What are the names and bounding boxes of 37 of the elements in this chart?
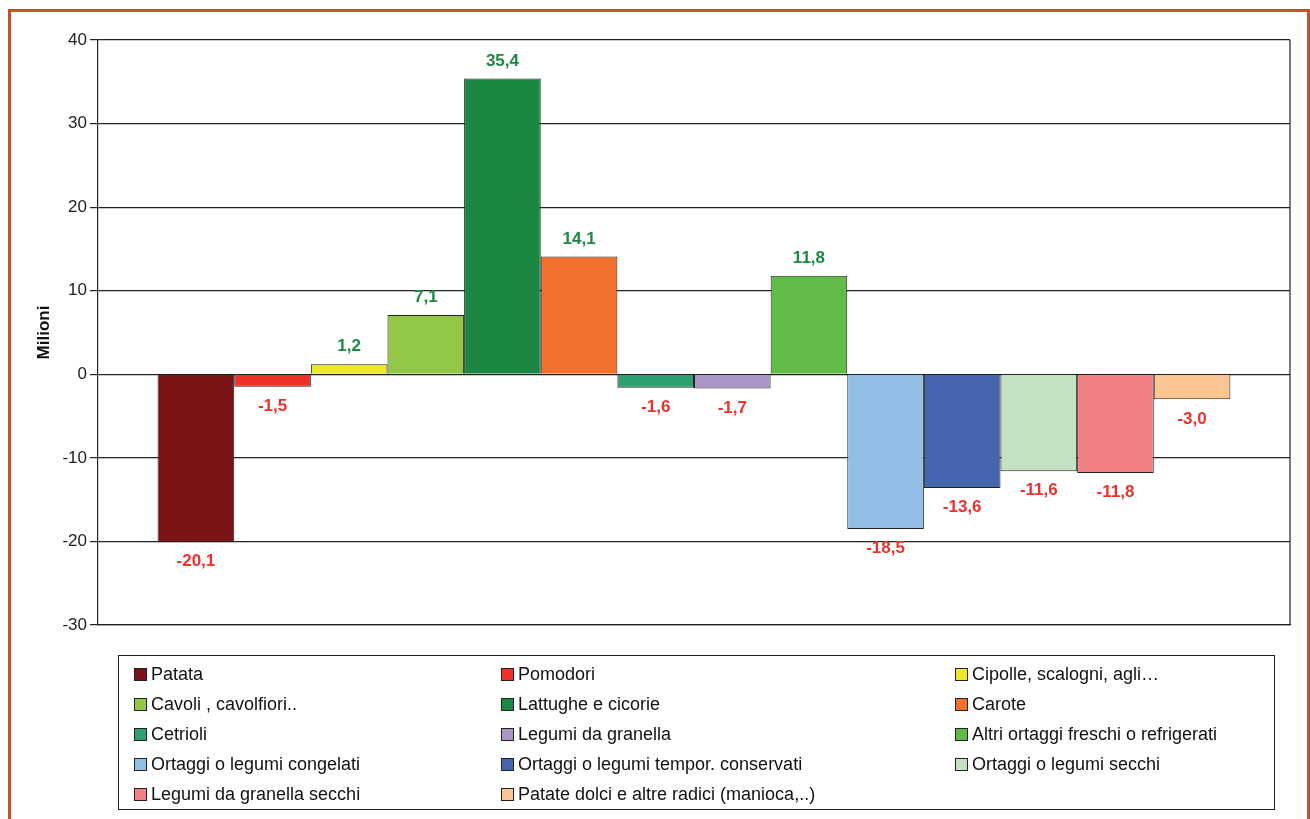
y-tick-label: 20 xyxy=(68,196,87,216)
legend-label: Cipolle, scalogni, agli… xyxy=(972,664,1160,684)
data-label: 14,1 xyxy=(562,228,596,248)
data-label: -3,0 xyxy=(1177,408,1207,428)
data-label: -11,8 xyxy=(1096,482,1135,502)
legend-label: Pomodori xyxy=(518,664,596,684)
y-tick-label: -30 xyxy=(62,614,87,634)
legend-label: Ortaggi o legumi secchi xyxy=(972,754,1161,774)
data-label: -1,5 xyxy=(257,396,288,416)
y-tick-label: 0 xyxy=(77,363,87,383)
y-tick-label: 10 xyxy=(68,280,87,300)
data-label: 7,1 xyxy=(413,287,438,307)
data-label: -13,6 xyxy=(942,497,982,517)
legend-label: Legumi da granella secchi xyxy=(151,784,361,804)
data-label: 35,4 xyxy=(485,50,520,70)
data-label: 1,2 xyxy=(337,336,361,356)
data-label: 11,8 xyxy=(792,247,826,267)
y-tick-label: -20 xyxy=(62,531,87,551)
legend-label: Carote xyxy=(972,694,1027,714)
data-label: -1,6 xyxy=(641,396,671,416)
legend-label: Ortaggi o legumi tempor. conservati xyxy=(518,754,803,774)
legend-label: Legumi da granella xyxy=(518,724,672,744)
data-label: -20,1 xyxy=(176,551,216,571)
y-tick-label: 40 xyxy=(68,29,87,49)
legend-label: Altri ortaggi freschi o refrigerati xyxy=(972,724,1218,744)
legend-label: Patate dolci e altre radici (manioca,..) xyxy=(518,784,816,804)
data-label: -11,6 xyxy=(1019,480,1058,500)
data-label: -18,5 xyxy=(866,538,905,558)
y-axis-title: Milioni xyxy=(33,305,53,360)
y-tick-label: 30 xyxy=(68,113,87,133)
legend-label: Cavoli , cavolfiori.. xyxy=(151,694,298,714)
legend-label: Cetrioli xyxy=(151,724,208,744)
legend-label: Lattughe e cicorie xyxy=(518,694,661,714)
y-tick-label: -10 xyxy=(62,447,87,467)
legend-label: Ortaggi o legumi congelati xyxy=(151,754,361,774)
data-label: -1,7 xyxy=(717,397,747,417)
legend-label: Patata xyxy=(151,664,204,684)
